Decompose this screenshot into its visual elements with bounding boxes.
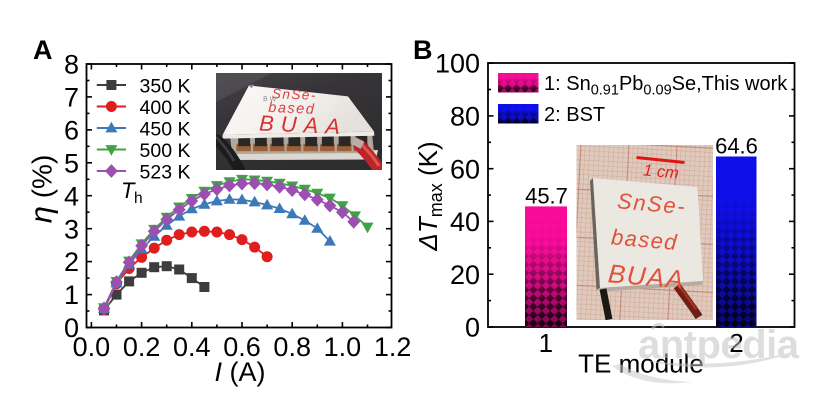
svg-text:B: B [413, 35, 433, 65]
svg-text:BUAA: BUAA [607, 258, 686, 295]
svg-text:350 K: 350 K [140, 75, 191, 97]
svg-text:based: based [268, 100, 316, 118]
svg-text:1: 1 [539, 328, 553, 358]
svg-text:BUAA: BUAA [259, 110, 348, 139]
svg-text:1.2: 1.2 [374, 332, 412, 362]
svg-text:1.0: 1.0 [324, 332, 362, 362]
svg-text:60: 60 [450, 154, 480, 184]
svg-text:0: 0 [465, 313, 480, 343]
svg-text:523 K: 523 K [140, 161, 191, 183]
svg-text:4: 4 [64, 181, 79, 211]
svg-text:T: T [121, 178, 136, 203]
svg-text:1: 1 [64, 280, 79, 310]
svg-text:0.0: 0.0 [73, 332, 111, 362]
svg-text:2: BST: 2: BST [544, 104, 605, 126]
svg-text:3: 3 [64, 214, 79, 244]
svg-text:1 cm: 1 cm [642, 161, 679, 182]
svg-text:SnSe-: SnSe- [616, 188, 687, 219]
svg-text:7: 7 [64, 83, 79, 113]
svg-text:h: h [134, 190, 143, 207]
svg-text:SnSe-: SnSe- [272, 86, 318, 103]
svg-text:antpedia: antpedia [638, 323, 800, 367]
svg-text:40: 40 [450, 207, 480, 237]
svg-text:64.6: 64.6 [715, 133, 758, 158]
svg-text:1: Sn0.91Pb0.09Se,This work: 1: Sn0.91Pb0.09Se,This work [544, 73, 788, 99]
svg-text:500 K: 500 K [140, 140, 191, 162]
svg-text:6: 6 [64, 116, 79, 146]
svg-text:ΔTmax (K): ΔTmax (K) [413, 141, 446, 251]
svg-text:45.7: 45.7 [525, 183, 568, 208]
svg-text:based: based [610, 224, 679, 255]
svg-text:0.8: 0.8 [273, 332, 311, 362]
svg-text:80: 80 [450, 102, 480, 132]
svg-text:2: 2 [729, 328, 743, 358]
svg-text:5: 5 [64, 148, 79, 178]
svg-text:8: 8 [64, 50, 79, 80]
svg-text:0.4: 0.4 [173, 332, 211, 362]
svg-text:A: A [33, 35, 53, 65]
svg-text:2: 2 [64, 247, 79, 277]
svg-text:0.2: 0.2 [123, 332, 161, 362]
svg-text:B W: B W [263, 96, 277, 103]
svg-text:η (%): η (%) [24, 155, 59, 224]
svg-text:450 K: 450 K [140, 118, 191, 140]
svg-text:400 K: 400 K [140, 97, 191, 119]
svg-text:0.6: 0.6 [223, 332, 261, 362]
svg-text:I (A): I (A) [214, 357, 265, 387]
svg-text:0: 0 [64, 313, 79, 343]
svg-text:100: 100 [435, 49, 480, 79]
svg-text:20: 20 [450, 260, 480, 290]
